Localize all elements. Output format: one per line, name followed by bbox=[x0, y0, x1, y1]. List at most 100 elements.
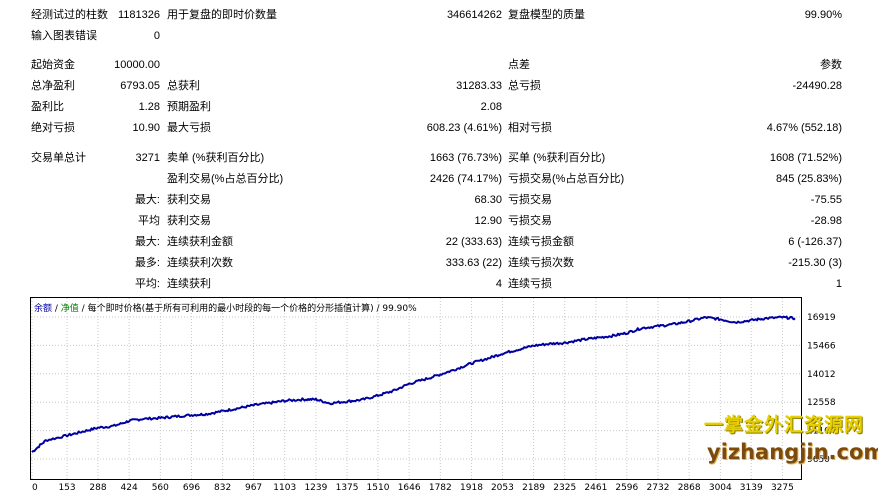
x-tick-label: 1646 bbox=[398, 483, 421, 493]
y-tick-label: 11104 bbox=[807, 427, 836, 437]
ticks-label: 用于复盘的即时价数量 bbox=[167, 9, 277, 21]
spread-label: 点差 bbox=[508, 59, 530, 71]
y-tick-label: 15466 bbox=[807, 341, 836, 351]
x-tick-label: 2868 bbox=[678, 483, 701, 493]
y-tick-label: 14012 bbox=[807, 370, 836, 380]
max-consecutive-losses-money-label: 连续亏损金额 bbox=[508, 236, 574, 248]
x-tick-label: 967 bbox=[245, 483, 262, 493]
y-axis-ticks: 16919 15466 14012 12558 11104 9650 bbox=[807, 313, 836, 465]
chart-grid bbox=[31, 298, 801, 479]
short-positions-label: 卖单 (%获利百分比) bbox=[167, 152, 265, 164]
profit-factor-value: 1.28 bbox=[138, 101, 160, 113]
expected-payoff-label: 预期盈利 bbox=[167, 101, 211, 113]
average-consecutive-wins-value: 4 bbox=[495, 278, 502, 290]
profit-factor-label: 盈利比 bbox=[31, 101, 64, 113]
y-tick-label: 16919 bbox=[807, 313, 836, 323]
chart-legend: 余额 / 净值 / 每个即时价格(基于所有可利用的最小时段的每一个价格的分形插值… bbox=[34, 302, 417, 314]
x-tick-label: 424 bbox=[121, 483, 138, 493]
net-profit-label: 总净盈利 bbox=[31, 80, 75, 92]
x-tick-label: 832 bbox=[214, 483, 231, 493]
errors-value: 0 bbox=[153, 30, 160, 42]
relative-drawdown-label: 相对亏损 bbox=[508, 122, 552, 134]
relative-drawdown-value: 4.67% (552.18) bbox=[766, 122, 842, 134]
balance-chart: 16919 15466 14012 12558 11104 9650 0 153 288 424… bbox=[30, 297, 836, 493]
gross-loss-label: 总亏损 bbox=[508, 80, 541, 92]
quality-label: 复盘模型的质量 bbox=[508, 9, 585, 21]
largest-profit-label: 获利交易 bbox=[167, 194, 211, 206]
average-consecutive-label: 平均: bbox=[134, 278, 160, 290]
profit-trades-label: 盈利交易(%占总百分比) bbox=[167, 173, 284, 185]
bars-label: 经测试过的柱数 bbox=[31, 9, 108, 21]
bars-value: 1181326 bbox=[117, 9, 160, 21]
legend-balance: 余额 bbox=[34, 302, 52, 314]
max-drawdown-value: 608.23 (4.61%) bbox=[426, 122, 502, 134]
x-tick-label: 1239 bbox=[304, 483, 327, 493]
total-trades-label: 交易单总计 bbox=[31, 152, 86, 164]
max-consecutive-wins-count-label: 连续获利次数 bbox=[167, 257, 233, 269]
x-tick-label: 2053 bbox=[491, 483, 514, 493]
x-tick-label: 1918 bbox=[460, 483, 483, 493]
x-tick-label: 1510 bbox=[367, 483, 390, 493]
expected-payoff-value: 2.08 bbox=[480, 101, 502, 113]
x-tick-label: 0 bbox=[32, 483, 38, 493]
x-tick-label: 3139 bbox=[740, 483, 763, 493]
total-trades-value: 3271 bbox=[135, 152, 160, 164]
net-profit-value: 6793.05 bbox=[120, 80, 160, 92]
largest-label: 最大: bbox=[134, 194, 160, 206]
max-consecutive-wins-count-value: 333.63 (22) bbox=[445, 257, 502, 269]
average-profit-value: 12.90 bbox=[474, 215, 502, 227]
max-consecutive-wins-money-value: 22 (333.63) bbox=[445, 236, 502, 248]
x-tick-label: 153 bbox=[58, 483, 75, 493]
gross-profit-label: 总获利 bbox=[167, 80, 200, 92]
long-positions-value: 1608 (71.52%) bbox=[769, 152, 842, 164]
maximum-label: 最大: bbox=[134, 236, 160, 248]
x-tick-label: 560 bbox=[152, 483, 169, 493]
average-consecutive-wins-label: 连续获利 bbox=[167, 278, 211, 290]
max-drawdown-label: 最大亏损 bbox=[167, 122, 211, 134]
balance-series-line bbox=[31, 315, 796, 453]
loss-trades-label: 亏损交易(%占总百分比) bbox=[508, 173, 625, 185]
average-label: 平均 bbox=[138, 215, 160, 227]
max-consecutive-losses-count-value: -215.30 (3) bbox=[788, 257, 842, 269]
long-positions-label: 买单 (%获利百分比) bbox=[508, 152, 606, 164]
x-tick-label: 1375 bbox=[336, 483, 359, 493]
max-consecutive-losses-count-label: 连续亏损次数 bbox=[508, 257, 574, 269]
largest-loss-label: 亏损交易 bbox=[508, 194, 552, 206]
absolute-drawdown-value: 10.90 bbox=[132, 122, 160, 134]
x-tick-label: 3004 bbox=[709, 483, 732, 493]
x-tick-label: 1782 bbox=[429, 483, 452, 493]
legend-equity: 净值 bbox=[61, 302, 79, 314]
y-tick-label: 12558 bbox=[807, 398, 836, 408]
average-profit-label: 获利交易 bbox=[167, 215, 211, 227]
largest-profit-value: 68.30 bbox=[474, 194, 502, 206]
x-tick-label: 2596 bbox=[615, 483, 638, 493]
average-consecutive-losses-value: 1 bbox=[835, 278, 842, 290]
absolute-drawdown-label: 绝对亏损 bbox=[31, 122, 75, 134]
legend-model: 每个即时价格(基于所有可利用的最小时段的每一个价格的分形插值计算) bbox=[88, 302, 374, 314]
x-tick-label: 2732 bbox=[647, 483, 670, 493]
watermark-title: 一掌金外汇资源网 bbox=[704, 414, 865, 436]
chart-plot-area bbox=[30, 297, 802, 480]
watermark-url: yizhangjin.com bbox=[707, 440, 878, 464]
gross-loss-value: -24490.28 bbox=[792, 80, 842, 92]
largest-loss-value: -75.55 bbox=[810, 194, 842, 206]
ticks-value: 346614262 bbox=[446, 9, 502, 21]
x-tick-label: 288 bbox=[89, 483, 106, 493]
max-consecutive-wins-money-label: 连续获利金额 bbox=[167, 236, 233, 248]
gross-profit-value: 31283.33 bbox=[456, 80, 502, 92]
x-tick-label: 696 bbox=[183, 483, 200, 493]
loss-trades-value: 845 (25.83%) bbox=[775, 173, 842, 185]
short-positions-value: 1663 (76.73%) bbox=[429, 152, 502, 164]
deposit-value: 10000.00 bbox=[114, 59, 160, 71]
x-tick-label: 1103 bbox=[273, 483, 296, 493]
profit-trades-value: 2426 (74.17%) bbox=[429, 173, 502, 185]
x-axis-ticks: 0 153 288 424 560 696 832 967 1103 1239 1375 1510 16… bbox=[32, 483, 794, 493]
x-tick-label: 2461 bbox=[584, 483, 607, 493]
x-tick-label: 3275 bbox=[771, 483, 794, 493]
legend-quality: 99.90% bbox=[382, 304, 417, 314]
max-consecutive-losses-money-value: 6 (-126.37) bbox=[788, 236, 842, 248]
average-consecutive-losses-label: 连续亏损 bbox=[508, 278, 552, 290]
most-label: 最多: bbox=[134, 257, 160, 269]
spread-value: 参数 bbox=[820, 59, 842, 71]
quality-value: 99.90% bbox=[804, 9, 842, 21]
